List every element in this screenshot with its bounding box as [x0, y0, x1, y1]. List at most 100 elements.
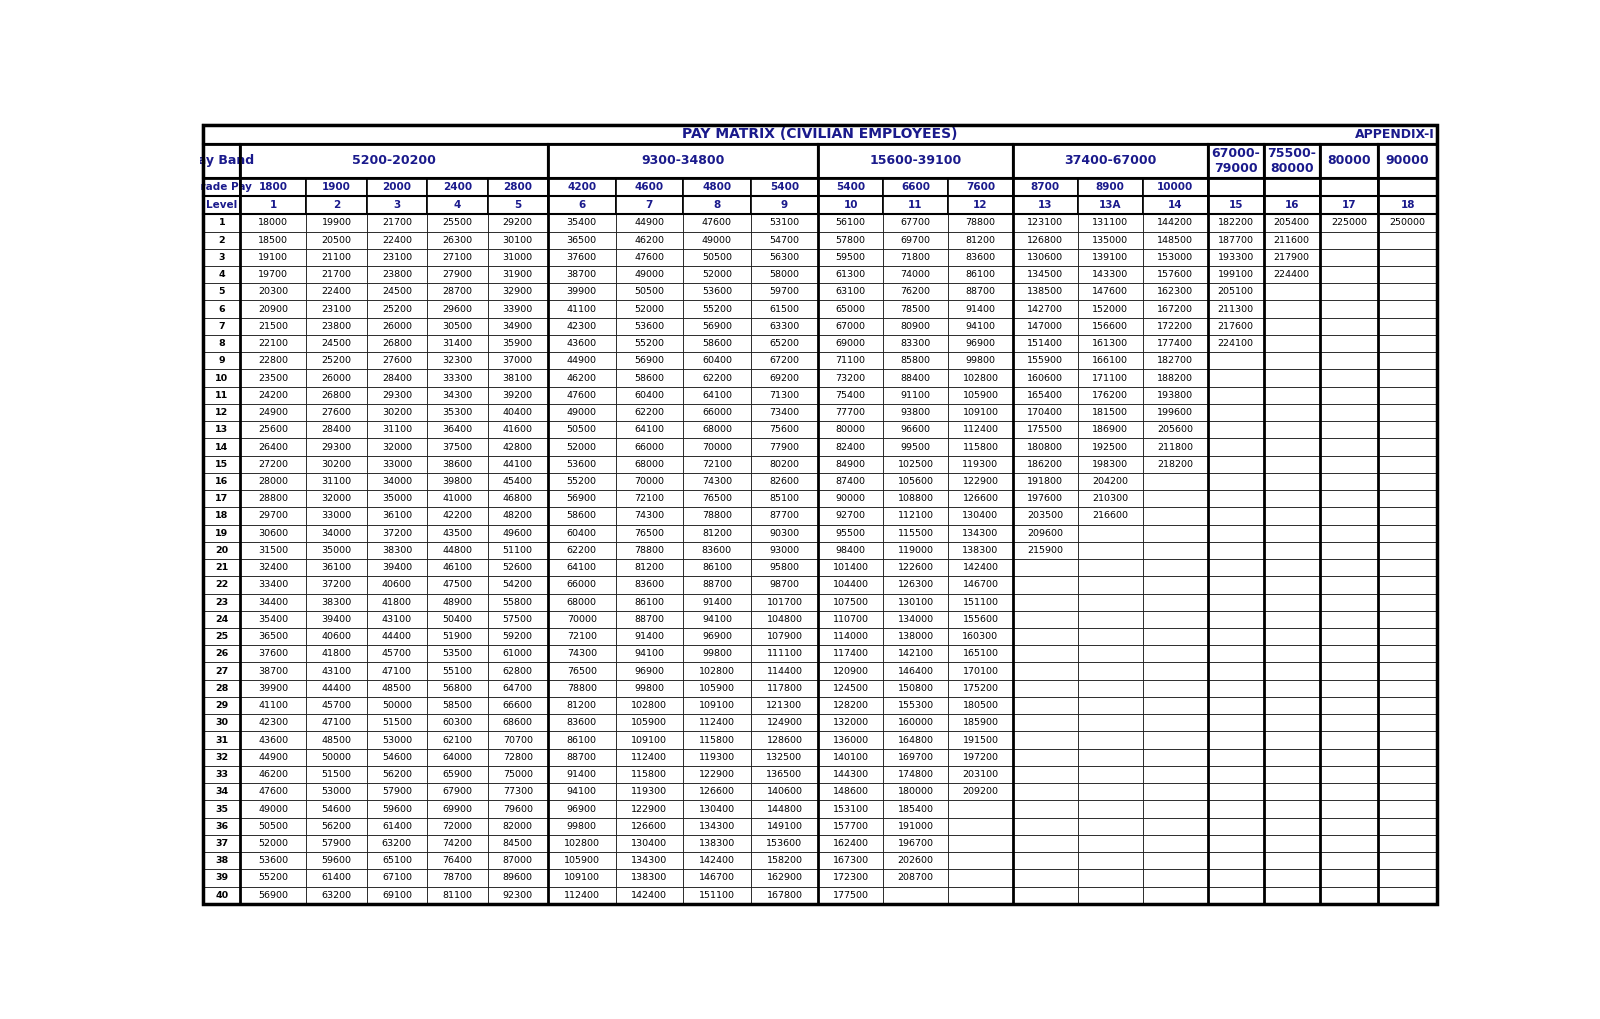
Text: 10: 10 — [216, 374, 229, 382]
Bar — [1078, 473, 1142, 490]
Text: 65000: 65000 — [835, 305, 866, 314]
Text: 115800: 115800 — [632, 770, 667, 780]
Bar — [1378, 353, 1437, 370]
Bar — [203, 800, 240, 817]
Bar — [366, 507, 427, 525]
Bar — [683, 404, 750, 421]
Text: 165100: 165100 — [963, 649, 998, 658]
Bar — [616, 301, 683, 318]
Text: 199600: 199600 — [1157, 408, 1194, 417]
Bar — [306, 852, 366, 869]
Bar — [1208, 559, 1264, 577]
Text: 53600: 53600 — [258, 856, 288, 865]
Bar — [240, 353, 306, 370]
Text: 10000: 10000 — [1157, 182, 1194, 192]
Text: 59500: 59500 — [835, 253, 866, 262]
Text: 187700: 187700 — [1218, 235, 1253, 245]
Bar — [1013, 525, 1078, 542]
Bar — [1078, 507, 1142, 525]
Bar — [949, 784, 1013, 800]
Bar — [883, 335, 949, 353]
Bar — [547, 714, 616, 732]
Bar — [240, 438, 306, 455]
Bar — [547, 214, 616, 231]
Bar — [949, 335, 1013, 353]
Text: 22: 22 — [214, 581, 229, 589]
Bar — [1142, 610, 1208, 628]
Bar — [949, 196, 1013, 214]
Bar — [1078, 559, 1142, 577]
Bar — [1378, 835, 1437, 852]
Bar — [1142, 628, 1208, 645]
Bar — [616, 784, 683, 800]
Bar — [1208, 817, 1264, 835]
Text: 146700: 146700 — [699, 873, 734, 882]
Bar — [1378, 680, 1437, 697]
Text: 3: 3 — [219, 253, 226, 262]
Text: 119000: 119000 — [898, 546, 933, 555]
Bar — [883, 732, 949, 749]
Bar — [750, 887, 818, 904]
Bar — [1264, 784, 1320, 800]
Bar — [1078, 680, 1142, 697]
Text: 55200: 55200 — [258, 873, 288, 882]
Bar — [683, 784, 750, 800]
Bar — [366, 784, 427, 800]
Bar — [949, 593, 1013, 610]
Text: 31: 31 — [216, 736, 229, 745]
Bar — [818, 473, 883, 490]
Text: 76200: 76200 — [901, 287, 931, 297]
Text: 73400: 73400 — [770, 408, 800, 417]
Bar — [203, 525, 240, 542]
Bar — [427, 852, 488, 869]
Text: Level: Level — [206, 200, 237, 210]
Bar — [306, 266, 366, 283]
Bar — [203, 662, 240, 680]
Bar — [1078, 542, 1142, 559]
Bar — [427, 318, 488, 335]
Bar — [750, 335, 818, 353]
Text: Grade Pay: Grade Pay — [192, 182, 251, 192]
Bar — [883, 214, 949, 231]
Text: 56800: 56800 — [442, 684, 472, 693]
Bar — [949, 386, 1013, 404]
Text: 105900: 105900 — [699, 684, 734, 693]
Bar — [203, 196, 240, 214]
Bar — [750, 249, 818, 266]
Text: 32000: 32000 — [322, 494, 352, 503]
Bar — [547, 852, 616, 869]
Text: 44900: 44900 — [258, 753, 288, 762]
Bar — [949, 438, 1013, 455]
Text: 8: 8 — [714, 200, 720, 210]
Bar — [306, 386, 366, 404]
Text: 17: 17 — [1341, 200, 1357, 210]
Bar — [1320, 817, 1378, 835]
Text: 31000: 31000 — [502, 253, 533, 262]
Bar — [818, 662, 883, 680]
Text: 134300: 134300 — [632, 856, 667, 865]
Bar — [488, 559, 547, 577]
Bar — [203, 214, 240, 231]
Bar — [547, 680, 616, 697]
Bar — [750, 455, 818, 473]
Bar — [488, 370, 547, 386]
Text: 67000-
79000: 67000- 79000 — [1211, 147, 1259, 174]
Bar — [750, 800, 818, 817]
Bar — [1013, 318, 1078, 335]
Bar — [1142, 784, 1208, 800]
Text: 77900: 77900 — [770, 442, 800, 451]
Bar — [488, 697, 547, 714]
Text: 18500: 18500 — [258, 235, 288, 245]
Bar — [883, 353, 949, 370]
Text: 86100: 86100 — [702, 564, 731, 573]
Bar — [1378, 887, 1437, 904]
Bar — [949, 610, 1013, 628]
Text: 121300: 121300 — [766, 701, 803, 710]
Text: 52000: 52000 — [634, 305, 664, 314]
Bar — [240, 231, 306, 249]
Bar — [750, 542, 818, 559]
Bar — [427, 645, 488, 662]
Bar — [883, 835, 949, 852]
Text: 95500: 95500 — [835, 529, 866, 538]
Bar — [1208, 749, 1264, 766]
